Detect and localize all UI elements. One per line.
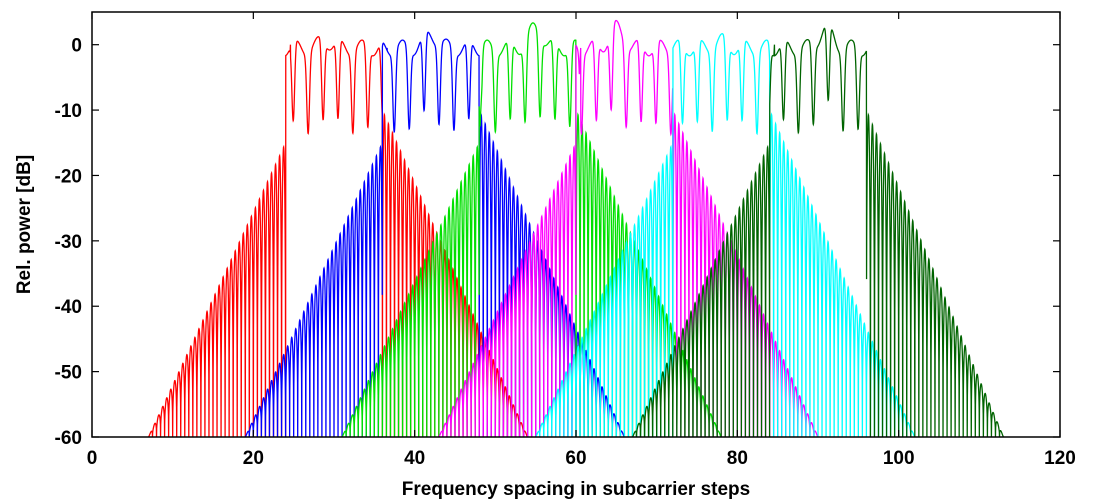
y-tick-label: -50 xyxy=(55,363,82,384)
x-tick-label: 40 xyxy=(404,448,425,469)
x-tick-label: 20 xyxy=(243,448,264,469)
x-axis-label: Frequency spacing in subcarrier steps xyxy=(402,479,750,500)
x-tick-label: 0 xyxy=(87,448,98,469)
y-tick-label: -20 xyxy=(55,166,82,187)
series-line xyxy=(631,27,1005,437)
y-tick-label: -60 xyxy=(55,428,82,449)
plot-area xyxy=(147,19,1005,437)
series-line xyxy=(147,36,528,437)
x-tick-label: 100 xyxy=(883,448,915,469)
y-tick-label: -10 xyxy=(55,101,82,122)
x-axis: 0 20 40 60 80 100 120 xyxy=(87,12,1076,469)
x-tick-label: 60 xyxy=(565,448,586,469)
y-axis: 0 -10 -20 -30 -40 -50 -60 xyxy=(55,36,1060,449)
y-tick-label: 0 xyxy=(71,36,82,57)
y-axis-label: Rel. power [dB] xyxy=(14,155,35,294)
series-line xyxy=(438,19,819,437)
x-tick-label: 120 xyxy=(1044,448,1076,469)
series-line xyxy=(341,22,722,437)
y-tick-label: -40 xyxy=(55,297,82,318)
x-tick-label: 80 xyxy=(727,448,748,469)
series-line xyxy=(244,31,625,437)
series-line xyxy=(535,33,916,437)
y-tick-label: -30 xyxy=(55,232,82,253)
